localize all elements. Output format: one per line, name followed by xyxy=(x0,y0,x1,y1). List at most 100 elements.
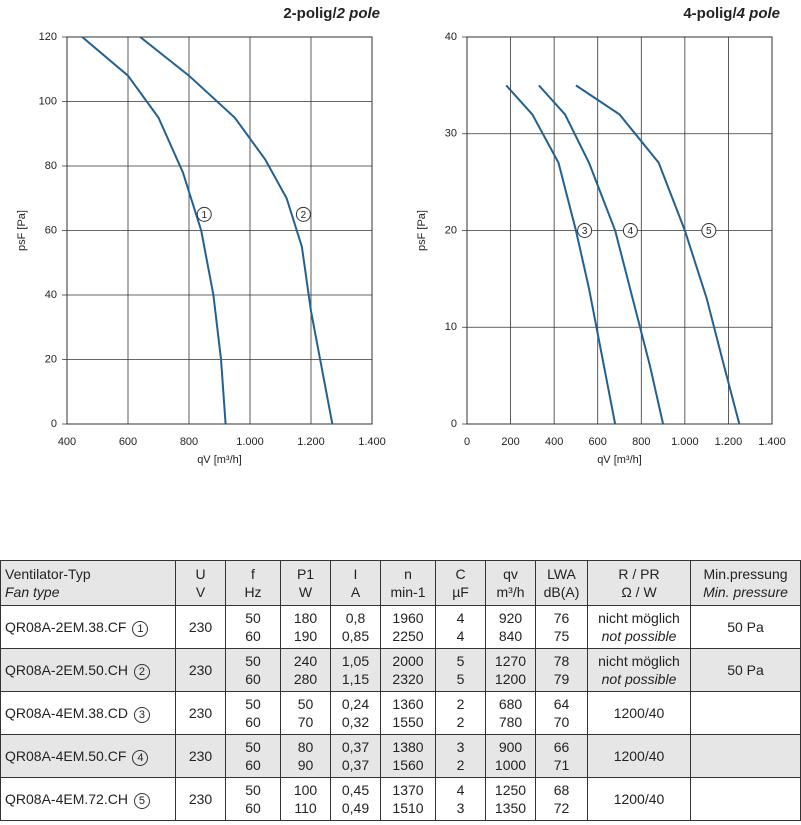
value-cell: 50 60 xyxy=(225,605,281,649)
data-row: QR08A-4EM.38.CD 3 230 50 60 50 70 0,24 0,32 1360 1… xyxy=(0,691,801,735)
x-tick-label: 1.200 xyxy=(297,436,325,448)
curve-label: 1 xyxy=(201,210,207,221)
value: 3 xyxy=(456,800,465,816)
value: 60 xyxy=(245,671,261,687)
header-text: f xyxy=(251,566,255,582)
value: 60 xyxy=(245,800,261,816)
curve xyxy=(139,36,334,425)
value: 50 xyxy=(245,653,261,669)
min-pressure xyxy=(690,691,801,735)
value-cell: 240 280 xyxy=(280,648,331,692)
value: 70 xyxy=(553,714,570,730)
y-tick-label: 0 xyxy=(51,418,57,430)
voltage: 230 xyxy=(175,691,226,735)
curve xyxy=(538,84,665,425)
header-text: R / PR xyxy=(618,566,660,582)
chart-title: 4-polig/4 pole xyxy=(683,5,780,22)
type-cell: QR08A-2EM.50.CH 2 xyxy=(0,648,176,692)
y-tick-label: 40 xyxy=(445,31,457,43)
header-text: Hz xyxy=(244,584,262,600)
value: 240 xyxy=(293,653,318,669)
voltage: 230 xyxy=(175,605,226,649)
value: 680 xyxy=(498,696,523,712)
curve-label: 3 xyxy=(582,226,588,237)
value-cell: 1200/40 xyxy=(587,734,691,778)
value-cell: 920 840 xyxy=(485,605,536,649)
value: 80 xyxy=(297,739,314,755)
y-tick-label: 30 xyxy=(445,128,457,140)
value-cell: 1200/40 xyxy=(587,691,691,735)
x-axis-label: qV [m³/h] xyxy=(197,454,242,466)
value: 2320 xyxy=(392,671,424,687)
value-cell: 1370 1510 xyxy=(380,777,436,821)
header-cell: n min-1 xyxy=(380,560,436,606)
value-cell: 180 190 xyxy=(280,605,331,649)
value: 1380 xyxy=(392,739,424,755)
value: 1250 xyxy=(494,782,527,798)
value: 1200/40 xyxy=(613,748,665,764)
value: 900 xyxy=(498,739,523,755)
value: 1350 xyxy=(494,800,527,816)
header-text: I xyxy=(353,566,358,582)
value: 71 xyxy=(553,757,570,773)
value: 1200/40 xyxy=(613,791,665,807)
value: 78 xyxy=(553,653,570,669)
value: 180 xyxy=(293,610,318,626)
value: not possible xyxy=(601,628,677,644)
value: 50 xyxy=(297,696,314,712)
x-tick-label: 1.000 xyxy=(671,436,699,448)
value-cell: 0,24 0,32 xyxy=(330,691,381,735)
value-cell: 1960 2250 xyxy=(380,605,436,649)
value: 64 xyxy=(553,696,570,712)
curve-label: 4 xyxy=(628,226,634,237)
charts: 400 600 800 1.000 1.200 1.4000204060801001202… xyxy=(16,5,786,466)
min-pressure: 50 Pa xyxy=(690,605,801,649)
header-text: n xyxy=(404,566,412,582)
value-cell: 0,8 0,85 xyxy=(330,605,381,649)
curve-number: 2 xyxy=(133,663,150,680)
header-cell: f Hz xyxy=(225,560,281,606)
value: 780 xyxy=(498,714,523,730)
x-tick-label: 400 xyxy=(545,436,563,448)
value-cell: 1,05 1,15 xyxy=(330,648,381,692)
header-text: Min.pressung xyxy=(703,566,788,582)
x-tick-label: 0 xyxy=(464,436,470,448)
value: 90 xyxy=(297,757,314,773)
x-tick-label: 400 xyxy=(58,436,76,448)
value: 68 xyxy=(553,782,570,798)
value-cell: 0,37 0,37 xyxy=(330,734,381,778)
header-cell: qv m³/h xyxy=(485,560,536,606)
y-axis-label: psF [Pa] xyxy=(416,210,428,251)
data-row: QR08A-2EM.50.CH 2 230 50 60 240 280 1,05 1,15 200… xyxy=(0,648,801,692)
x-tick-label: 800 xyxy=(180,436,198,448)
value: 60 xyxy=(245,628,261,644)
header-text: C xyxy=(455,566,466,582)
curve-number: 4 xyxy=(132,749,149,766)
value-cell: 100 110 xyxy=(280,777,331,821)
curve-number: 5 xyxy=(133,792,150,809)
fan-type: QR08A-4EM.50.CF xyxy=(5,747,127,764)
curve-number: 1 xyxy=(132,620,149,637)
y-tick-label: 100 xyxy=(39,95,57,107)
header-text: V xyxy=(195,584,206,600)
value-cell: 76 75 xyxy=(535,605,588,649)
header-text: m³/h xyxy=(496,584,525,600)
value: 50 xyxy=(245,782,261,798)
value-cell: 50 60 xyxy=(225,777,281,821)
curve-label: 2 xyxy=(301,210,307,221)
value: nicht möglich xyxy=(598,610,680,626)
value-cell: 50 60 xyxy=(225,691,281,735)
value: 4 xyxy=(456,628,465,644)
value: 60 xyxy=(245,757,261,773)
value: 110 xyxy=(294,800,317,816)
value: 2000 xyxy=(392,653,424,669)
curve-label-circle xyxy=(196,206,212,222)
type-cell: QR08A-2EM.38.CF 1 xyxy=(0,605,176,649)
